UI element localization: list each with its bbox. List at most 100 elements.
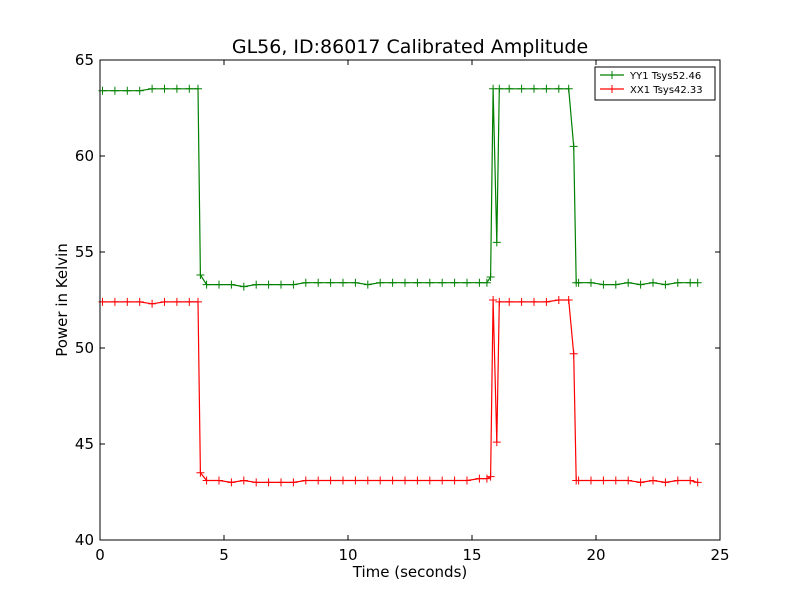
data-point (530, 297, 538, 306)
data-point (301, 476, 310, 485)
data-point (438, 476, 447, 485)
series-line-1 (102, 88, 698, 288)
data-point (517, 297, 526, 306)
x-tick-label: 15 (462, 546, 481, 564)
data-point (239, 282, 248, 291)
y-axis-label: Power in Kelvin (53, 243, 71, 357)
data-point (110, 86, 119, 95)
data-point (194, 84, 202, 93)
data-point (486, 273, 495, 281)
data-point (239, 476, 248, 485)
data-point (438, 278, 447, 287)
data-point (196, 271, 205, 279)
x-tick-label: 0 (95, 546, 105, 564)
data-point (686, 476, 695, 485)
data-point (123, 86, 132, 95)
y-tick-label: 40 (75, 531, 94, 549)
data-point (574, 278, 583, 287)
data-point (376, 278, 385, 287)
data-point (486, 472, 495, 481)
data-point (326, 476, 335, 485)
data-point (649, 476, 657, 485)
data-point (135, 86, 144, 95)
data-point (252, 280, 261, 289)
data-point (673, 278, 682, 287)
data-point (489, 296, 498, 304)
y-tick-label: 65 (75, 51, 94, 69)
data-point (401, 278, 409, 287)
data-point (160, 297, 169, 306)
data-point (160, 84, 169, 93)
data-point (227, 478, 236, 487)
data-point (388, 476, 397, 485)
data-point (123, 297, 132, 306)
series-line-2 (102, 299, 698, 484)
x-tick-label: 10 (338, 546, 357, 564)
plot-frame (99, 59, 721, 541)
data-point (693, 278, 702, 287)
x-tick-label: 25 (710, 546, 729, 564)
data-point (425, 278, 434, 287)
data-point (554, 84, 563, 93)
data-point (289, 478, 298, 487)
data-point (450, 278, 459, 287)
data-point (252, 478, 261, 487)
data-point (314, 278, 323, 287)
data-point (215, 476, 223, 485)
data-point (172, 84, 181, 93)
data-point (482, 278, 491, 287)
data-point (505, 84, 514, 93)
legend: YY1 Tsys52.46 XX1 Tsys42.33 (594, 66, 716, 101)
data-point (693, 478, 702, 487)
data-point (492, 238, 501, 247)
data-point (636, 280, 645, 289)
data-point (351, 278, 360, 287)
x-tick-label: 20 (586, 546, 605, 564)
data-point (148, 299, 157, 308)
data-point (388, 278, 397, 287)
data-point (492, 438, 501, 447)
data-point (376, 476, 385, 485)
data-point (587, 476, 595, 485)
legend-marker (608, 85, 616, 93)
data-point (611, 280, 620, 289)
data-point (227, 280, 236, 289)
data-point (673, 476, 682, 485)
data-point (636, 478, 645, 487)
data-point (495, 297, 504, 306)
data-point (185, 84, 194, 93)
y-tick-label: 60 (75, 147, 94, 165)
data-point (569, 142, 578, 151)
data-point (624, 278, 633, 287)
data-point (301, 278, 310, 287)
data-point (185, 297, 194, 306)
data-point (505, 297, 514, 306)
data-point (475, 278, 484, 287)
data-point (314, 476, 323, 485)
y-tick-label: 45 (75, 435, 94, 453)
legend-marker (608, 71, 616, 79)
data-point (530, 84, 538, 93)
data-point (450, 476, 459, 485)
data-point (401, 476, 409, 485)
data-point (661, 280, 670, 289)
x-axis: 0 5 10 15 20 25 (95, 60, 730, 564)
data-point (599, 476, 608, 485)
chart-title: GL56, ID:86017 Calibrated Amplitude (232, 36, 588, 58)
data-point (172, 297, 181, 306)
legend-label: XX1 Tsys42.33 (630, 85, 703, 96)
y-axis: 40 45 50 55 60 65 (75, 51, 720, 549)
data-point (277, 280, 285, 289)
data-point (611, 476, 620, 485)
data-point (554, 296, 563, 304)
data-point (215, 280, 223, 289)
legend-label: YY1 Tsys52.46 (629, 71, 701, 82)
data-point (413, 476, 422, 485)
data-point (339, 278, 347, 287)
data-point (194, 297, 202, 306)
data-point (587, 278, 595, 287)
data-point (463, 476, 471, 485)
data-point (148, 84, 157, 93)
data-point (363, 280, 372, 289)
data-point (564, 84, 573, 93)
